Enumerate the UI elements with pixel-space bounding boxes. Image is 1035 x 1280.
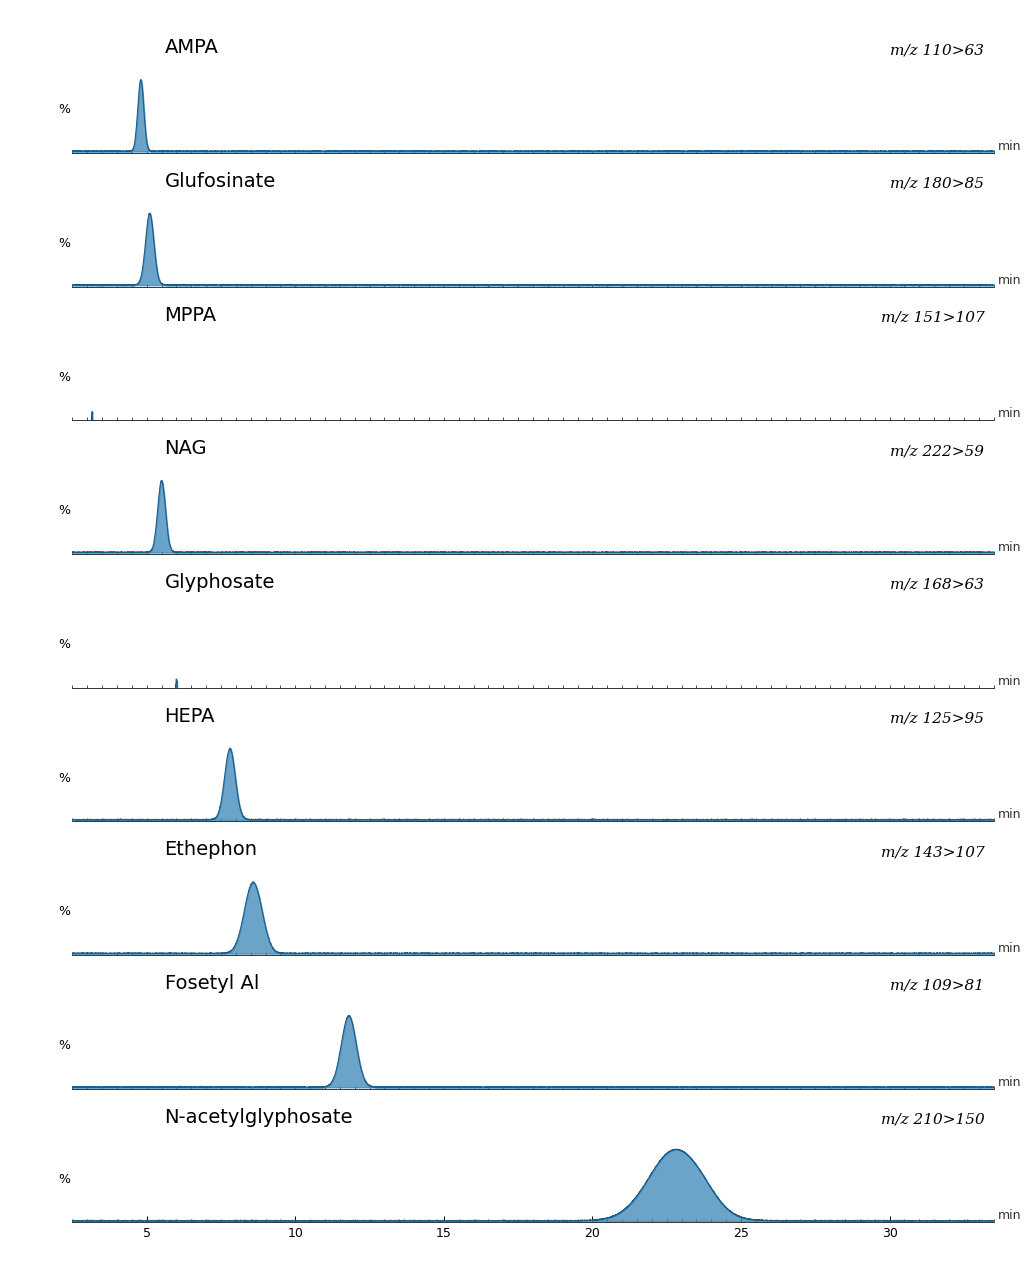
Y-axis label: %: % xyxy=(58,104,70,116)
Text: AMPA: AMPA xyxy=(165,38,218,58)
Text: Fosetyl Al: Fosetyl Al xyxy=(165,974,259,993)
Y-axis label: %: % xyxy=(58,504,70,517)
Text: HEPA: HEPA xyxy=(165,707,215,726)
Y-axis label: %: % xyxy=(58,772,70,785)
Text: min: min xyxy=(998,407,1022,420)
Text: min: min xyxy=(998,274,1022,287)
Text: m/z 125>95: m/z 125>95 xyxy=(890,712,984,726)
Text: min: min xyxy=(998,1075,1022,1089)
Text: m/z 143>107: m/z 143>107 xyxy=(881,845,984,859)
Text: min: min xyxy=(998,809,1022,822)
Text: Glufosinate: Glufosinate xyxy=(165,172,275,191)
Text: m/z 151>107: m/z 151>107 xyxy=(881,311,984,325)
Y-axis label: %: % xyxy=(58,637,70,652)
Text: min: min xyxy=(998,675,1022,687)
Text: min: min xyxy=(998,541,1022,554)
Text: MPPA: MPPA xyxy=(165,306,216,325)
Text: min: min xyxy=(998,1210,1022,1222)
Y-axis label: %: % xyxy=(58,237,70,250)
Text: m/z 222>59: m/z 222>59 xyxy=(890,444,984,458)
Text: NAG: NAG xyxy=(165,439,207,458)
Text: min: min xyxy=(998,140,1022,152)
Text: N-acetylglyphosate: N-acetylglyphosate xyxy=(165,1107,353,1126)
Text: Ethephon: Ethephon xyxy=(165,840,258,859)
Text: m/z 109>81: m/z 109>81 xyxy=(890,979,984,993)
Text: m/z 168>63: m/z 168>63 xyxy=(890,577,984,591)
Text: m/z 210>150: m/z 210>150 xyxy=(881,1112,984,1126)
Y-axis label: %: % xyxy=(58,1172,70,1185)
Text: min: min xyxy=(998,942,1022,955)
Text: m/z 180>85: m/z 180>85 xyxy=(890,177,984,191)
Text: m/z 110>63: m/z 110>63 xyxy=(890,44,984,58)
Y-axis label: %: % xyxy=(58,905,70,918)
Y-axis label: %: % xyxy=(58,1039,70,1052)
Text: Glyphosate: Glyphosate xyxy=(165,573,275,591)
Y-axis label: %: % xyxy=(58,371,70,384)
